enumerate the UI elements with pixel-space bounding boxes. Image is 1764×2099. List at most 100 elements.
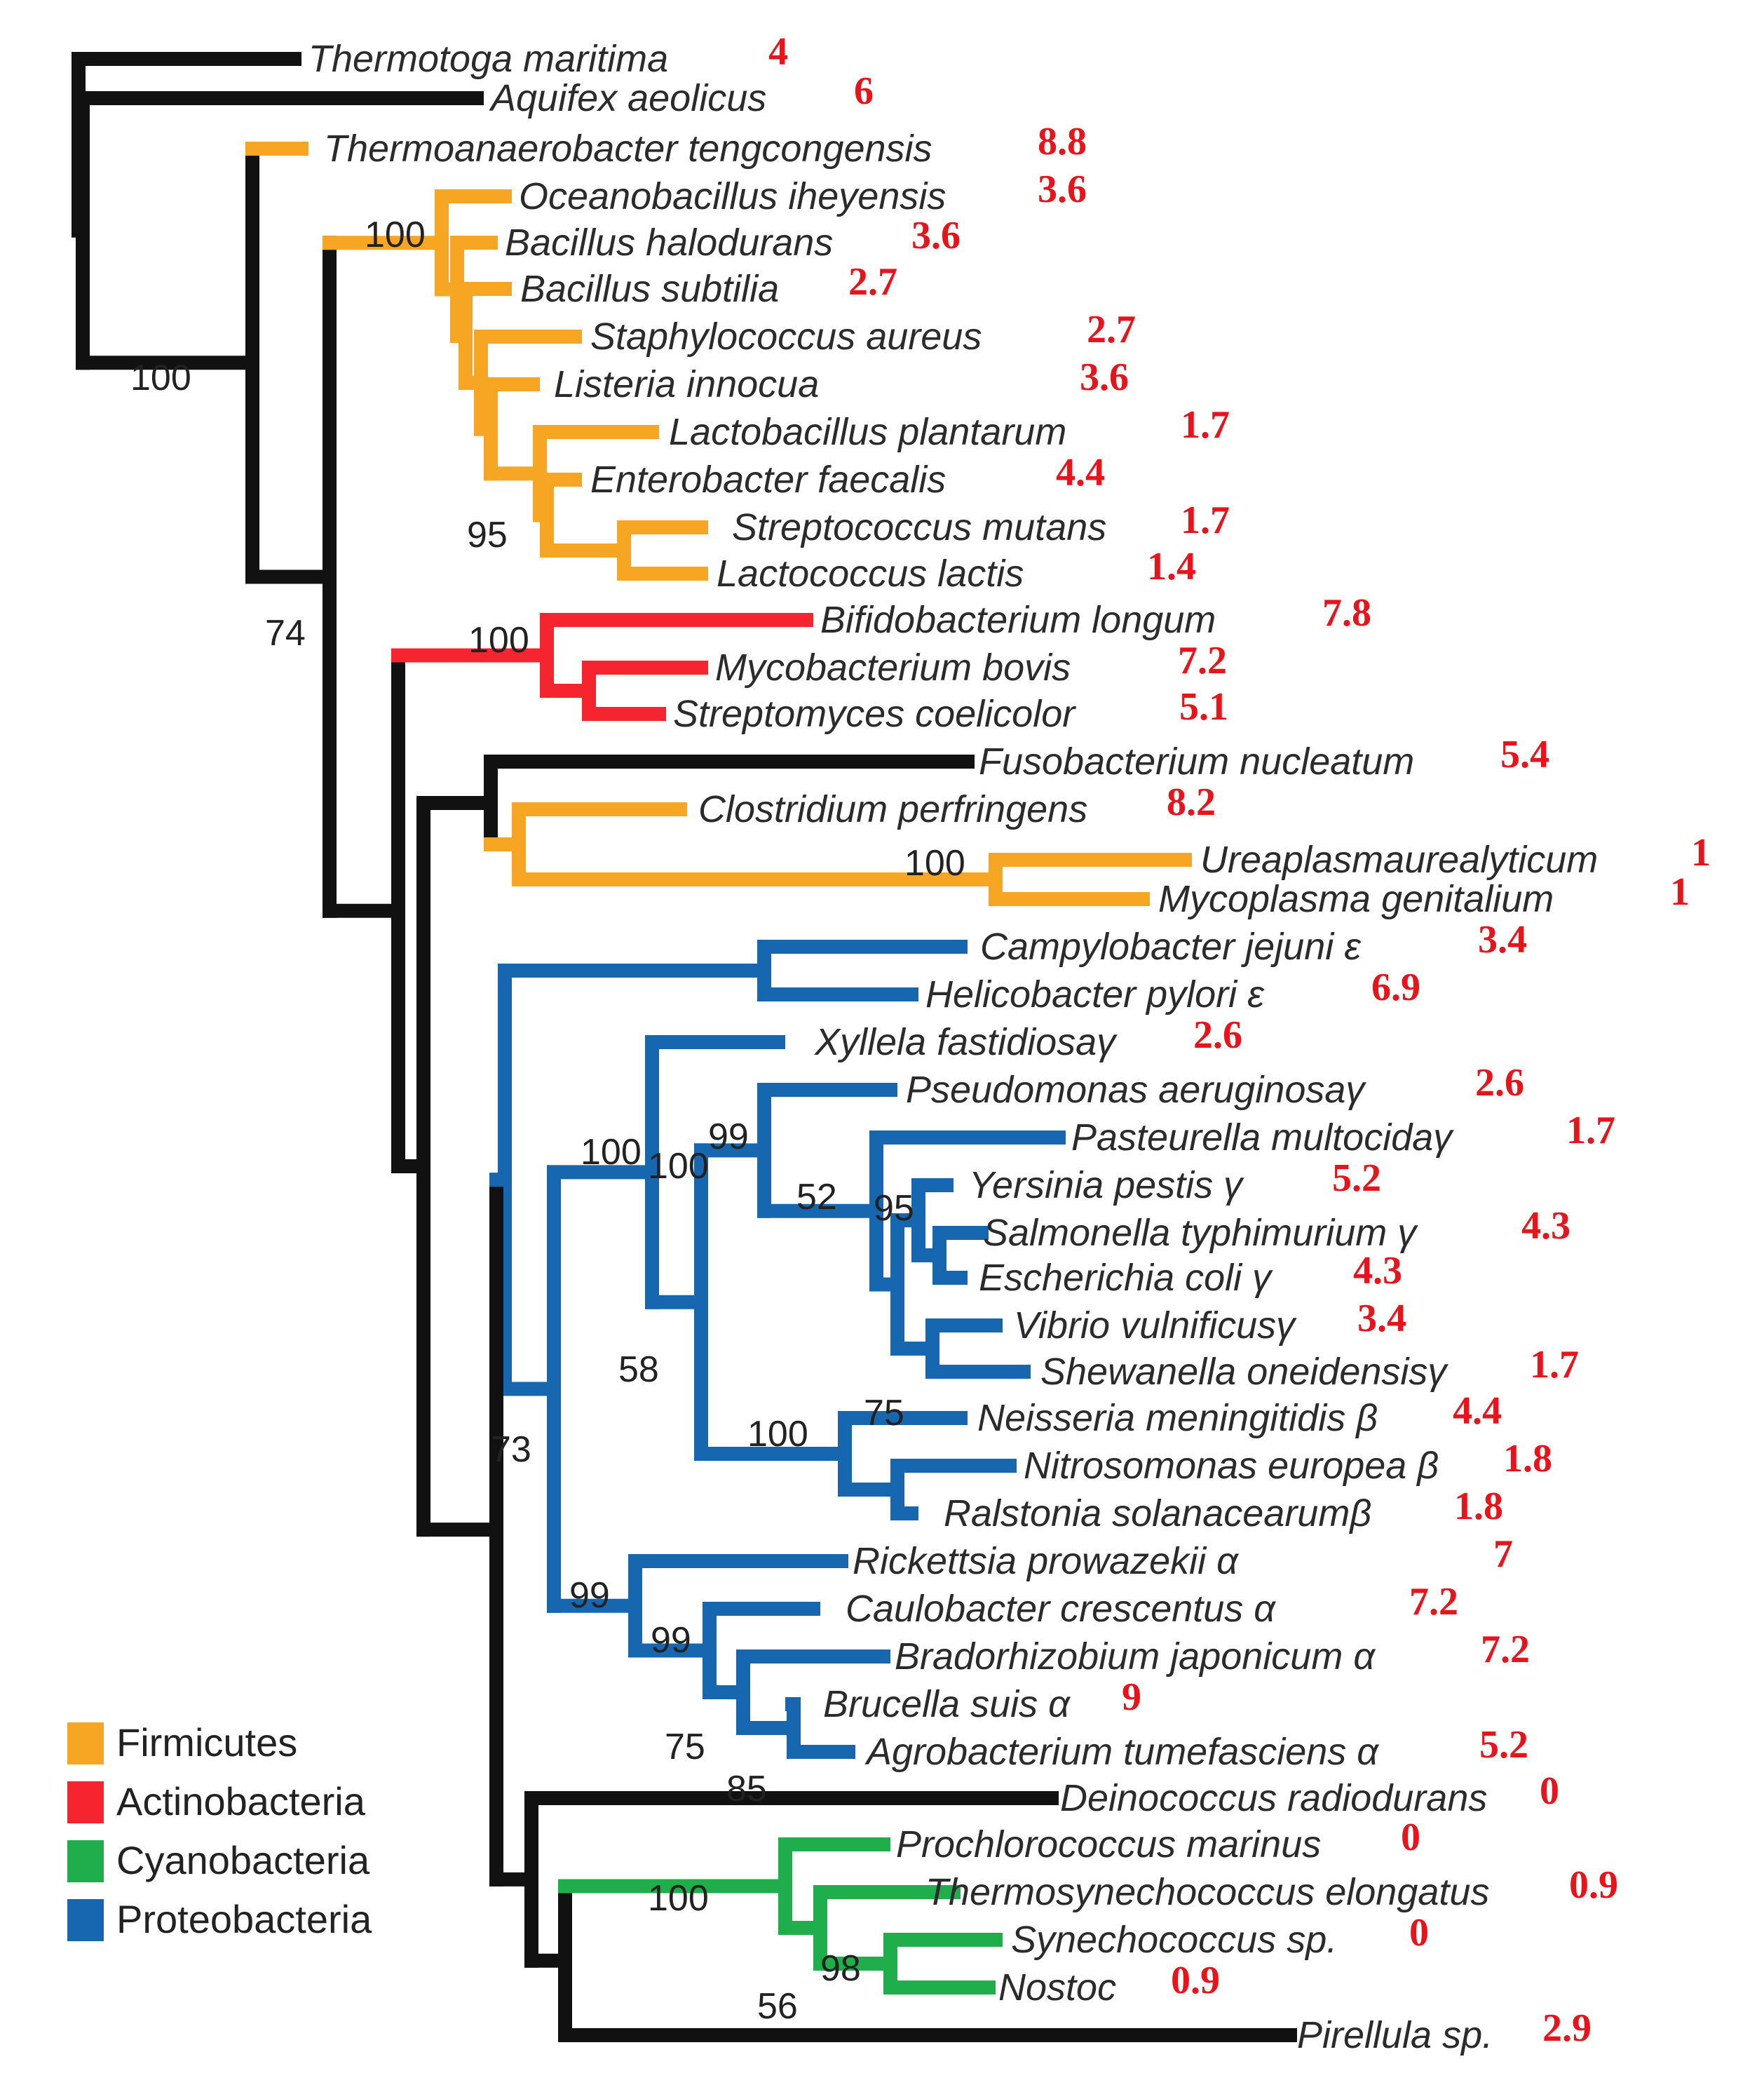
taxon-label: Yersinia pestis γ [969, 1164, 1244, 1206]
taxon-value: 1 [1670, 870, 1690, 914]
taxon-value: 0 [1409, 1911, 1429, 1955]
bootstrap-value: 99 [651, 1620, 691, 1661]
taxon-value: 4 [768, 30, 788, 74]
taxon-label: Xyllela fastidiosaγ [813, 1021, 1118, 1063]
taxon-value: 1.4 [1147, 545, 1196, 588]
taxon-value: 0 [1540, 1769, 1559, 1813]
taxon-label: Bacillus halodurans [505, 222, 833, 264]
bootstrap-value: 95 [467, 515, 508, 555]
legend-label-proteobacteria: Proteobacteria [116, 1897, 372, 1941]
taxon-label: Bacillus subtilia [520, 268, 779, 310]
legend-label-cyanobacteria: Cyanobacteria [116, 1838, 370, 1882]
taxon-value: 0.9 [1171, 1959, 1220, 2002]
bootstrap-value: 99 [569, 1575, 610, 1616]
taxon-value: 1.7 [1530, 1343, 1579, 1386]
taxon-value: 2.7 [1087, 308, 1136, 351]
taxon-label: Thermotoga maritima [308, 38, 668, 80]
taxon-label: Lactobacillus plantarum [669, 411, 1066, 453]
taxon-label: Bradorhizobium japonicum α [895, 1635, 1376, 1678]
taxon-value: 7.8 [1322, 591, 1371, 635]
bootstrap-value: 52 [796, 1177, 837, 1217]
taxon-value: 5.2 [1332, 1156, 1381, 1200]
taxon-value: 1 [1691, 831, 1711, 875]
taxon-label: Salmonella typhimurium γ [983, 1212, 1418, 1254]
bootstrap-value: 99 [708, 1116, 749, 1157]
taxon-value: 1.7 [1181, 499, 1230, 542]
taxon-value: 2.6 [1193, 1013, 1242, 1057]
taxon-label: Fusobacterium nucleatum [979, 741, 1414, 783]
taxon-value: 7.2 [1178, 639, 1227, 682]
bootstrap-value: 73 [491, 1429, 531, 1470]
taxon-value: 5.4 [1500, 733, 1549, 776]
taxon-label: Mycobacterium bovis [715, 647, 1071, 689]
taxon-value: 1.8 [1454, 1485, 1503, 1528]
taxon-label: Thermoanaerobacter tengcongensis [324, 128, 932, 170]
taxon-value: 6.9 [1371, 966, 1420, 1009]
bootstrap-value: 100 [747, 1414, 808, 1455]
taxon-label: Prochlorococcus marinus [896, 1823, 1321, 1865]
taxon-label: Nitrosomonas europea β [1024, 1445, 1439, 1487]
taxon-value: 2.7 [848, 260, 897, 304]
taxon-label: Pirellula sp. [1297, 2014, 1493, 2056]
bootstrap-value: 100 [648, 1878, 709, 1919]
legend-label-firmicutes: Firmicutes [116, 1720, 297, 1764]
bootstrap-value: 100 [581, 1132, 642, 1173]
taxon-label: Bifidobacterium longum [820, 599, 1216, 641]
taxon-label: Deinococcus radiodurans [1060, 1777, 1487, 1819]
bootstrap-value: 56 [757, 1986, 798, 2027]
taxon-label: Escherichia coli γ [979, 1257, 1273, 1299]
taxon-label: Listeria innocua [554, 363, 819, 405]
taxon-value: 7.2 [1481, 1628, 1530, 1671]
legend-swatch-actinobacteria [67, 1781, 104, 1823]
taxon-value: 4.3 [1353, 1249, 1402, 1293]
taxon-label: Staphylococcus aureus [590, 316, 982, 358]
taxon-value: 3.6 [1080, 356, 1129, 399]
taxon-label: Clostridium perfringens [698, 788, 1087, 830]
taxon-value: 1.7 [1566, 1109, 1615, 1152]
taxon-label: Oceanobacillus iheyensis [519, 175, 946, 217]
taxon-label: Streptococcus mutans [732, 506, 1106, 548]
taxon-label: Synechococcus sp. [1011, 1919, 1337, 1961]
taxon-value: 4.3 [1521, 1204, 1570, 1248]
bootstrap-value: 74 [265, 613, 306, 654]
taxon-value: 6 [854, 69, 874, 113]
taxon-label: Campylobacter jejuni ε [980, 926, 1362, 968]
bootstrap-value: 100 [648, 1146, 709, 1187]
bootstrap-value: 58 [618, 1349, 659, 1390]
bootstrap-value: 100 [130, 358, 191, 398]
bootstrap-value: 85 [726, 1769, 767, 1809]
legend: Firmicutes Actinobacteria Cyanobacteria Pro… [67, 1720, 372, 1941]
taxon-value: 3.6 [911, 214, 961, 257]
bootstrap-value: 75 [864, 1393, 904, 1433]
taxon-label: Neisseria meningitidis β [977, 1397, 1378, 1439]
taxon-value: 4.4 [1453, 1389, 1502, 1433]
legend-swatch-cyanobacteria [67, 1840, 104, 1882]
taxon-label: Rickettsia prowazekii α [853, 1540, 1240, 1582]
taxon-value: 8.8 [1038, 120, 1087, 163]
tree-branches [72, 52, 1297, 2042]
taxon-value: 9 [1122, 1675, 1141, 1719]
taxon-value: 5.1 [1179, 685, 1228, 729]
taxon-label: Helicobacter pylori ε [925, 973, 1265, 1015]
bootstrap-value: 100 [468, 620, 529, 661]
taxon-label: Ralstonia solanacearumβ [944, 1492, 1371, 1534]
taxon-label: Aquifex aeolicus [489, 77, 766, 119]
taxon-value: 2.9 [1542, 2006, 1592, 2050]
taxon-value: 3.6 [1038, 168, 1087, 211]
taxon-value: 5.2 [1479, 1723, 1528, 1767]
bootstrap-value: 98 [820, 1948, 861, 1989]
taxon-value: 3.4 [1478, 918, 1527, 961]
taxon-label: Thermosynechococcus elongatus [925, 1871, 1489, 1913]
taxon-value: 1.7 [1181, 403, 1230, 447]
taxon-value: 4.4 [1056, 451, 1105, 494]
legend-swatch-proteobacteria [67, 1899, 104, 1941]
taxon-label: Ureaplasmaurealyticum [1200, 839, 1598, 881]
legend-swatch-firmicutes [67, 1722, 104, 1764]
bootstrap-value: 95 [874, 1188, 914, 1229]
taxon-label: Streptomyces coelicolor [673, 693, 1076, 735]
taxon-label: Mycoplasma genitalium [1158, 878, 1554, 920]
taxon-value: 7.2 [1409, 1580, 1458, 1624]
